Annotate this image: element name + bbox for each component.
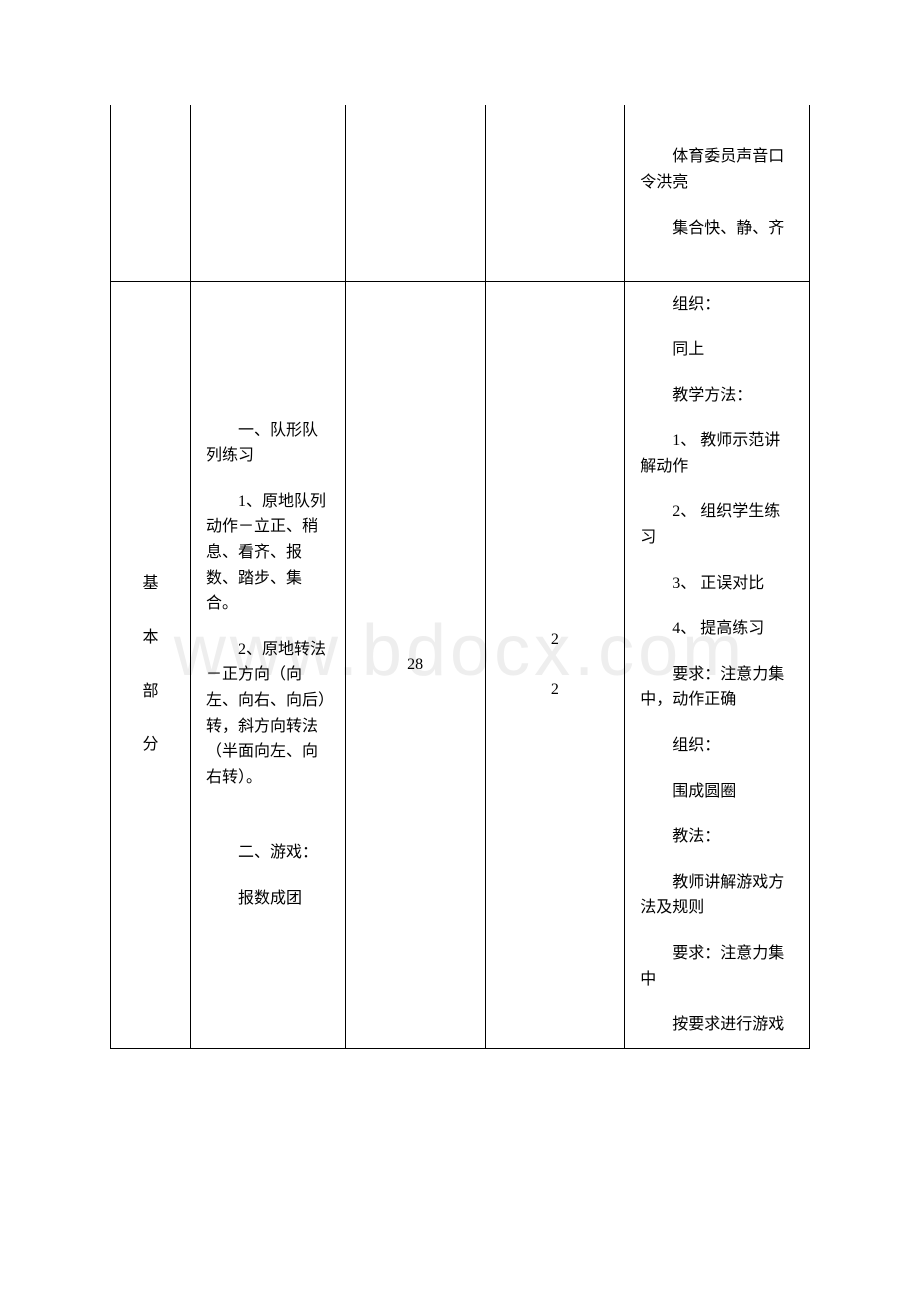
org-text: 组织： bbox=[640, 733, 794, 759]
cell-reps-empty bbox=[485, 105, 625, 281]
section-char: 分 bbox=[131, 732, 170, 758]
section-char: 基 bbox=[131, 571, 170, 597]
cell-org-row1: 体育委员声音口令洪亮 集合快、静、齐 bbox=[625, 105, 810, 281]
cell-section-empty bbox=[111, 105, 191, 281]
org-text: 1、 教师示范讲解动作 bbox=[640, 428, 794, 479]
org-text: 围成圆圈 bbox=[640, 779, 794, 805]
cell-time-main: 28 bbox=[345, 281, 485, 1048]
org-text: 集合快、静、齐 bbox=[640, 216, 794, 242]
content-text: 1、原地队列动作－立正、稍息、看齐、报数、踏步、集合。 bbox=[206, 489, 330, 617]
org-text: 按要求进行游戏 bbox=[640, 1012, 794, 1038]
org-text: 2、 组织学生练习 bbox=[640, 499, 794, 550]
org-text: 4、 提高练习 bbox=[640, 616, 794, 642]
cell-content-main: 一、队形队列练习 1、原地队列动作－立正、稍息、看齐、报数、踏步、集合。 2、原… bbox=[190, 281, 345, 1048]
org-text: 教学方法： bbox=[640, 383, 794, 409]
spacer bbox=[206, 810, 330, 840]
org-text: 同上 bbox=[640, 337, 794, 363]
lesson-plan-table: 体育委员声音口令洪亮 集合快、静、齐 基 本 部 分 一、队形队列练习 1、原地… bbox=[110, 105, 810, 1049]
org-text: 教法： bbox=[640, 824, 794, 850]
cell-org-main: 组织： 同上 教学方法： 1、 教师示范讲解动作 2、 组织学生练习 3、 正误… bbox=[625, 281, 810, 1048]
cell-content-empty bbox=[190, 105, 345, 281]
table-row: 体育委员声音口令洪亮 集合快、静、齐 bbox=[111, 105, 810, 281]
org-text: 要求：注意力集中，动作正确 bbox=[640, 662, 794, 713]
content-text: 2、原地转法－正方向（向左、向右、向后）转，斜方向转法（半面向左、向右转）。 bbox=[206, 637, 330, 791]
org-text: 体育委员声音口令洪亮 bbox=[640, 144, 794, 195]
table-row: 基 本 部 分 一、队形队列练习 1、原地队列动作－立正、稍息、看齐、报数、踏步… bbox=[111, 281, 810, 1048]
content-text: 报数成团 bbox=[206, 886, 330, 912]
content-text: 二、游戏： bbox=[206, 840, 330, 866]
section-char: 本 bbox=[131, 625, 170, 651]
org-text: 要求：注意力集中 bbox=[640, 941, 794, 992]
reps-value: 2 bbox=[496, 627, 615, 653]
content-text: 一、队形队列练习 bbox=[206, 418, 330, 469]
time-value: 28 bbox=[356, 652, 475, 678]
cell-section-label: 基 本 部 分 bbox=[111, 281, 191, 1048]
org-text: 组织： bbox=[640, 292, 794, 318]
cell-time-empty bbox=[345, 105, 485, 281]
cell-reps-main: 2 2 bbox=[485, 281, 625, 1048]
section-char: 部 bbox=[131, 679, 170, 705]
org-text: 3、 正误对比 bbox=[640, 571, 794, 597]
reps-value: 2 bbox=[496, 677, 615, 703]
lesson-plan-table-wrap: 体育委员声音口令洪亮 集合快、静、齐 基 本 部 分 一、队形队列练习 1、原地… bbox=[110, 105, 810, 1049]
org-text: 教师讲解游戏方法及规则 bbox=[640, 870, 794, 921]
